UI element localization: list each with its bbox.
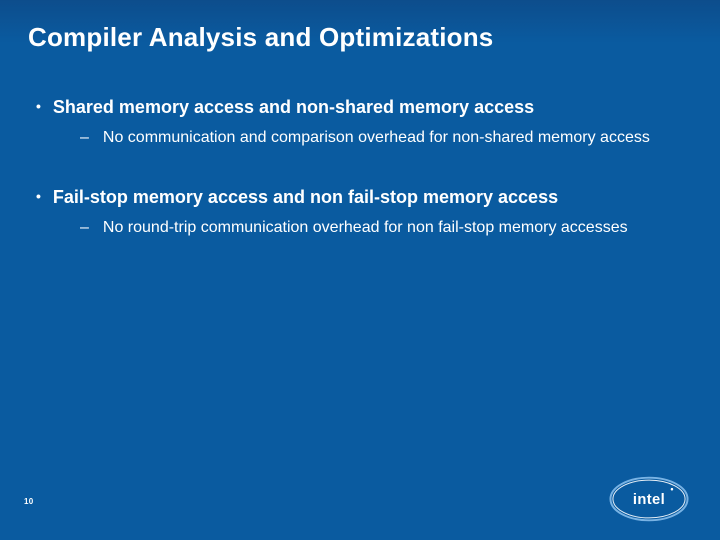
- subbullet-dash-icon: –: [80, 127, 89, 149]
- bullet-line: • Fail-stop memory access and non fail-s…: [28, 185, 692, 209]
- svg-text:®: ®: [671, 488, 674, 492]
- subbullet-text: No communication and comparison overhead…: [103, 127, 680, 149]
- subbullet-dash-icon: –: [80, 217, 89, 239]
- intel-logo-icon: intel ®: [608, 472, 690, 526]
- slide-title: Compiler Analysis and Optimizations: [28, 22, 692, 53]
- slide-container: Compiler Analysis and Optimizations • Sh…: [0, 0, 720, 540]
- bullet-text: Shared memory access and non-shared memo…: [53, 95, 534, 119]
- bullet-item: • Shared memory access and non-shared me…: [28, 95, 692, 149]
- bullet-item: • Fail-stop memory access and non fail-s…: [28, 185, 692, 239]
- page-number: 10: [24, 497, 34, 506]
- bullet-dot-icon: •: [36, 95, 41, 117]
- subbullet-text: No round-trip communication overhead for…: [103, 217, 658, 239]
- bullet-dot-icon: •: [36, 185, 41, 207]
- bullet-line: • Shared memory access and non-shared me…: [28, 95, 692, 119]
- subbullet-line: – No communication and comparison overhe…: [28, 127, 692, 149]
- svg-text:intel: intel: [633, 492, 665, 508]
- bullet-text: Fail-stop memory access and non fail-sto…: [53, 185, 558, 209]
- subbullet-line: – No round-trip communication overhead f…: [28, 217, 692, 239]
